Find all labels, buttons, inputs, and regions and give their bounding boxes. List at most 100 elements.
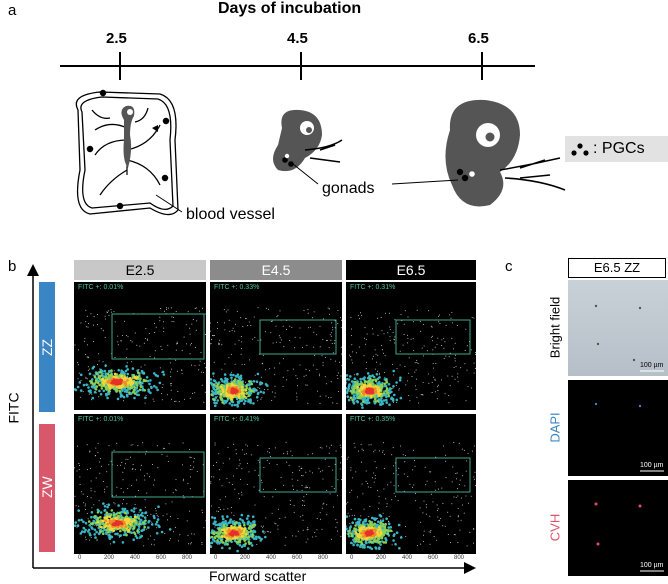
- density-dot: [106, 505, 109, 509]
- event-dot: [201, 384, 203, 386]
- event-dot: [268, 462, 270, 464]
- event-dot: [291, 478, 293, 480]
- event-dot: [87, 357, 89, 359]
- event-dot: [377, 354, 379, 356]
- event-dot: [121, 462, 123, 463]
- event-dot: [416, 396, 418, 398]
- density-dot: [221, 401, 224, 404]
- density-dot: [368, 389, 372, 393]
- event-dot: [455, 496, 457, 498]
- event-dot: [145, 453, 147, 455]
- event-dot: [393, 338, 395, 340]
- density-dot: [150, 385, 153, 389]
- event-dot: [332, 329, 334, 331]
- event-dot: [325, 395, 327, 397]
- event-dot: [302, 519, 304, 521]
- event-dot: [185, 324, 187, 326]
- event-dot: [319, 447, 321, 449]
- event-dot: [430, 531, 431, 533]
- density-dot: [237, 540, 241, 544]
- day-label-1: 2.5: [106, 30, 127, 47]
- density-dot: [218, 531, 222, 535]
- event-dot: [134, 468, 136, 470]
- event-dot: [195, 347, 196, 349]
- event-dot: [211, 476, 213, 478]
- density-dot: [392, 369, 395, 373]
- event-dot: [334, 342, 335, 344]
- density-dot: [104, 372, 107, 375]
- density-dot: [103, 528, 106, 531]
- density-dot: [88, 532, 91, 535]
- event-dot: [229, 458, 231, 460]
- event-dot: [335, 450, 337, 452]
- event-dot: [429, 471, 431, 473]
- event-dot: [432, 363, 434, 364]
- density-dot: [133, 375, 137, 379]
- event-dot: [466, 345, 468, 347]
- event-dot: [277, 315, 279, 317]
- density-dot: [94, 522, 98, 525]
- event-dot: [470, 349, 472, 351]
- event-dot: [407, 476, 409, 478]
- density-dot: [383, 382, 387, 386]
- event-dot: [90, 480, 92, 482]
- density-dot: [353, 517, 357, 521]
- density-dot: [218, 389, 222, 393]
- event-dot: [271, 400, 273, 401]
- event-dot: [130, 456, 132, 458]
- density-dot: [248, 380, 251, 383]
- event-dot: [318, 373, 320, 375]
- density-dot: [139, 513, 143, 517]
- event-dot: [261, 397, 263, 399]
- density-dot: [106, 396, 109, 400]
- event-dot: [86, 444, 88, 446]
- event-dot: [106, 312, 108, 314]
- event-dot: [226, 477, 228, 479]
- density-dot: [104, 519, 108, 522]
- event-dot: [423, 530, 425, 532]
- event-dot: [187, 482, 189, 484]
- density-dot: [259, 390, 263, 394]
- event-dot: [80, 380, 82, 381]
- fitc-percentage: FITC +: 0.31%: [350, 284, 396, 291]
- event-dot: [398, 467, 400, 469]
- event-dot: [125, 356, 127, 358]
- event-dot: [96, 538, 98, 540]
- event-dot: [437, 508, 439, 510]
- density-dot: [225, 523, 229, 527]
- event-dot: [167, 307, 169, 309]
- density-dot: [132, 388, 136, 392]
- event-dot: [210, 322, 211, 324]
- event-dot: [338, 391, 340, 393]
- event-dot: [241, 494, 243, 496]
- event-dot: [352, 542, 354, 544]
- density-dot: [399, 376, 402, 379]
- density-dot: [220, 385, 223, 389]
- event-dot: [302, 475, 304, 477]
- density-dot: [255, 389, 258, 392]
- event-dot: [212, 335, 214, 337]
- density-dot: [228, 402, 232, 405]
- density-dot: [367, 387, 371, 390]
- event-dot: [447, 534, 449, 535]
- gonads-pointer-2: [391, 179, 459, 185]
- event-dot: [350, 508, 352, 510]
- event-dot: [164, 533, 166, 534]
- density-dot: [247, 514, 250, 518]
- event-dot: [97, 314, 98, 315]
- density-dot: [119, 529, 122, 533]
- event-dot: [191, 364, 192, 366]
- event-dot: [169, 538, 171, 540]
- event-dot: [441, 339, 443, 341]
- event-dot: [150, 513, 152, 515]
- density-dot: [382, 392, 386, 395]
- density-dot: [118, 534, 122, 537]
- event-dot: [354, 514, 356, 516]
- event-dot: [233, 475, 234, 477]
- column-header-e2-5: E2.5: [74, 260, 206, 280]
- event-dot: [250, 454, 252, 456]
- event-dot: [91, 507, 93, 509]
- density-dot: [243, 539, 246, 542]
- density-dot: [106, 380, 110, 384]
- event-dot: [351, 362, 353, 364]
